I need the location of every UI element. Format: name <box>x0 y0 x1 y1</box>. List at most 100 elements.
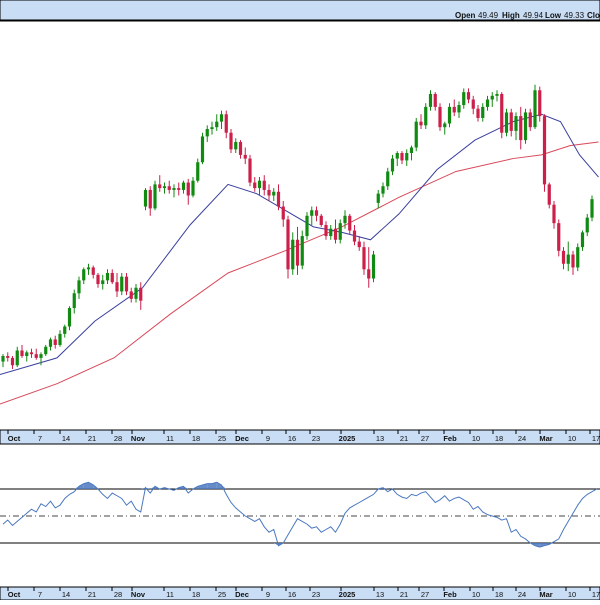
candle-body-up <box>291 239 295 270</box>
candle <box>566 241 570 272</box>
candle-body-up <box>153 184 157 209</box>
price-panel <box>0 20 600 405</box>
candle <box>96 272 100 288</box>
candle-body-up <box>566 254 570 264</box>
candle-body-down <box>167 186 171 190</box>
high-label: High <box>502 11 520 20</box>
candle <box>234 138 238 154</box>
candle <box>519 106 523 150</box>
axis-tick-label: 10 <box>472 434 480 443</box>
candle <box>438 103 442 131</box>
axis-tick-label: 27 <box>421 434 429 443</box>
candle <box>181 180 186 194</box>
candle-body-up <box>386 171 390 187</box>
candle <box>262 175 266 196</box>
candle-body-up <box>409 147 414 154</box>
axis-tick-label: 18 <box>495 434 503 443</box>
open-value: 49.49 <box>478 11 499 20</box>
candle <box>77 276 81 299</box>
candle-body-up <box>105 272 110 281</box>
candle <box>124 272 129 296</box>
candle <box>343 210 347 229</box>
candle <box>414 117 418 152</box>
candle-body-up <box>172 188 176 190</box>
candle <box>177 182 181 196</box>
candle-body-up <box>523 112 528 141</box>
candle-body-up <box>162 186 167 189</box>
axis-tick-label: 24 <box>518 434 526 443</box>
candle-body-up <box>485 99 490 107</box>
candle <box>224 110 228 139</box>
date-axis-bottom-ticks: Oct 7 14 21 28 Nov 11 18 25 Dec 9 16 23 2025 13 21 27 Feb… <box>7 587 600 599</box>
candle <box>561 247 566 270</box>
candle <box>48 337 53 351</box>
candle-body-up <box>310 210 314 216</box>
candle <box>162 182 167 194</box>
axis-tick-label: 14 <box>62 434 70 443</box>
candle <box>329 225 333 240</box>
candle <box>158 175 162 192</box>
candle <box>267 184 271 202</box>
candle <box>229 129 233 154</box>
rsi-overbought-fill <box>212 482 217 489</box>
date-axis-top-ticks: Oct 7 14 21 28 Nov 11 18 25 Dec 9 16 23 2025 13 21 27 Feb… <box>7 430 600 443</box>
candle-body-down <box>177 188 181 190</box>
candle <box>58 330 62 347</box>
candle <box>504 108 509 137</box>
candle-body-up <box>39 354 43 358</box>
candle-body-down <box>248 158 252 183</box>
candle-body-down <box>115 282 119 292</box>
candle-body-up <box>210 127 214 130</box>
candle <box>34 348 38 360</box>
candle-body-up <box>381 186 385 194</box>
candle-body-down <box>148 189 152 209</box>
candle-body-down <box>10 357 15 366</box>
candle-body-down <box>571 254 575 268</box>
candle-body-down <box>34 354 38 358</box>
candle <box>20 344 24 358</box>
ohlc-readout: Open 49.49 High 49.94 Low 49.33 Clo <box>455 11 600 20</box>
candle-body-down <box>262 180 266 190</box>
candle-body-up <box>428 93 433 107</box>
candle <box>409 145 414 161</box>
axis-tick-label: 13 <box>376 590 384 599</box>
candle-body-down <box>276 191 281 207</box>
candle-body-up <box>77 280 81 294</box>
axis-tick-label: Feb <box>443 434 457 443</box>
candle-body-down <box>295 239 300 266</box>
candle <box>196 158 200 183</box>
axis-tick-label: 21 <box>400 590 408 599</box>
candle-body-down <box>509 112 513 131</box>
candle <box>143 188 148 211</box>
axis-tick-label: 28 <box>114 434 122 443</box>
candle <box>557 219 561 257</box>
candle-body-down <box>419 121 423 126</box>
candle <box>381 182 385 198</box>
candle-body-down <box>538 90 542 117</box>
candle-body-up <box>72 293 76 309</box>
candle-body-down <box>500 93 504 133</box>
candle-body-down <box>224 114 228 133</box>
candle <box>576 243 580 272</box>
candle-body-up <box>272 191 276 196</box>
candle <box>1 354 5 368</box>
candle <box>167 180 171 194</box>
rsi-panel <box>0 481 600 548</box>
candle <box>134 284 138 303</box>
candle-body-up <box>590 199 594 218</box>
candle-body-down <box>452 106 456 113</box>
candle <box>248 154 252 187</box>
rsi-line <box>2 481 597 548</box>
axis-tick-label: 28 <box>114 590 122 599</box>
candle-body-up <box>205 129 209 137</box>
candle-body-down <box>253 182 257 189</box>
candle-body-up <box>134 287 138 299</box>
candle <box>15 346 19 368</box>
candle <box>238 140 243 159</box>
candle-body-down <box>124 276 129 292</box>
candle <box>63 324 67 338</box>
candle-body-down <box>400 153 404 161</box>
candle-body-up <box>48 339 53 347</box>
candle <box>580 230 585 251</box>
candle <box>481 103 485 122</box>
